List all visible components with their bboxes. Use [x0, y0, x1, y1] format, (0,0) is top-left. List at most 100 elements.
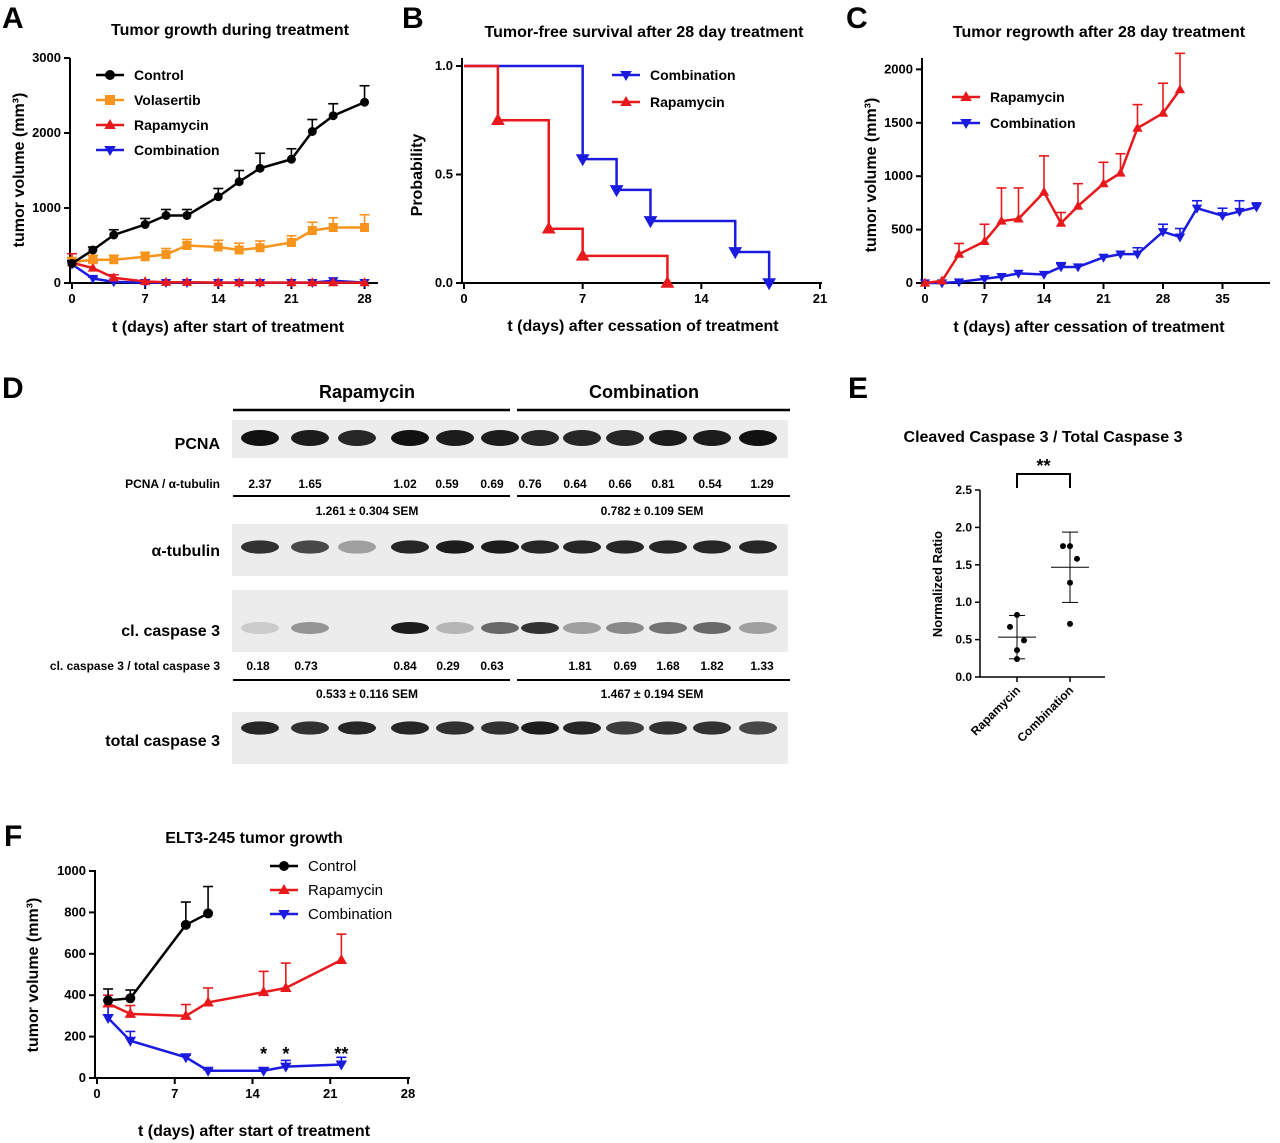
blot-band-total-caspase3 [693, 721, 731, 735]
blot-band-total-caspase3 [241, 721, 279, 735]
blot-band-cl-caspase3 [606, 622, 644, 634]
chart-c-ytick-label: 1000 [884, 168, 913, 183]
chart-e-point [1014, 611, 1020, 618]
casp-ratio-value: 0.73 [294, 659, 318, 673]
chart-f-ytick-label: 0 [79, 1070, 86, 1085]
blot-band-total-caspase3 [649, 721, 687, 735]
pcna-ratio-label: PCNA / α-tubulin [125, 477, 220, 491]
chart-b-legend-label: Rapamycin [650, 94, 725, 110]
chart-c-point-combination [1157, 228, 1169, 238]
blot-band-total-caspase3 [563, 721, 601, 735]
chart-a-point-rapamycin [307, 277, 318, 287]
chart-e-xtick-label: Rapamycin [968, 683, 1023, 738]
chart-c-line-combination [925, 205, 1257, 285]
panel-label-a: A [2, 2, 24, 35]
chart-b-point-rapamycin [575, 248, 590, 261]
chart-a-xtick-label: 14 [211, 291, 226, 306]
chart-c-xtick-label: 7 [981, 291, 988, 306]
casp-ratio-value: 0.29 [436, 659, 460, 673]
chart-c-point-rapamycin [1038, 186, 1050, 196]
chart-c-point-rapamycin [1132, 122, 1143, 132]
chart-c-point-combination [1013, 269, 1024, 279]
chart-a: 0 7 14 21 28 0 1000 2000 3000 Control Volasertib Ra… [32, 50, 378, 306]
panel-label-b: B [402, 2, 424, 35]
chart-a-legend-marker [105, 70, 115, 80]
blot-band-pcna [481, 430, 519, 446]
chart-f-ytick-label: 800 [64, 904, 86, 919]
chart-a-point-volasertib [213, 242, 223, 252]
chart-e-point [1007, 623, 1013, 630]
chart-c-xtick-label: 21 [1096, 291, 1110, 306]
chart-f-point-combination [257, 1066, 270, 1077]
chart-a-point-volasertib [88, 255, 98, 265]
blot-band-pcna [563, 430, 601, 446]
chart-f-point-control [180, 919, 191, 930]
chart-a-point-volasertib [307, 226, 317, 235]
chart-c-xtick-label: 35 [1215, 291, 1229, 306]
chart-a-point-volasertib [140, 252, 150, 262]
chart-f-point-combination [180, 1053, 192, 1064]
blot-strip-total-caspase3 [232, 712, 788, 764]
chart-c-point-rapamycin [1013, 213, 1024, 223]
casp-ratio-value: 1.33 [750, 659, 774, 673]
chart-e-ytick-label: 1.5 [955, 558, 972, 572]
chart-c-point-rapamycin [1072, 200, 1084, 210]
chart-a-point-control [88, 245, 98, 255]
blot-band-total-caspase3 [481, 721, 519, 735]
blot-band-tubulin [563, 540, 601, 554]
chart-c-ytick-label: 1500 [884, 115, 913, 130]
chart-b-legend-label: Combination [650, 67, 736, 83]
chart-f-point-combination [124, 1036, 137, 1047]
chart-a-point-volasertib [328, 223, 338, 232]
chart-b-line-rapamycin [464, 64, 669, 283]
blot-band-pcna [606, 430, 644, 446]
chart-b-ytick-label: 1.0 [435, 58, 453, 73]
chart-c-point-combination [1132, 250, 1143, 260]
chart-f-xlabel: t (days) after start of treatment [138, 1123, 371, 1140]
chart-f-ylabel: tumor volume (mm³) [25, 898, 42, 1053]
chart-a-point-volasertib [234, 245, 244, 255]
chart-f-title: ELT3-245 tumor growth [165, 830, 343, 847]
chart-f-line-rapamycin [107, 958, 342, 1018]
casp-ratio-value: 0.63 [480, 659, 504, 673]
blot-band-pcna [338, 430, 376, 446]
chart-a-ytick-label: 1000 [32, 200, 61, 215]
chart-f-legend-marker [278, 884, 290, 894]
chart-b-title: Tumor-free survival after 28 day treatme… [485, 24, 805, 41]
chart-e-point [1067, 579, 1073, 586]
blot-band-total-caspase3 [739, 721, 777, 735]
blot-band-total-caspase3 [606, 721, 644, 735]
blot-band-total-caspase3 [391, 721, 429, 735]
chart-c-point-rapamycin [1055, 217, 1067, 227]
chart-a-point-rapamycin [359, 277, 370, 287]
chart-c-point-combination [1098, 253, 1109, 263]
chart-a-point-rapamycin [213, 277, 224, 287]
chart-f-ytick-label: 400 [64, 987, 86, 1002]
chart-f-point-rapamycin [280, 981, 292, 992]
chart-a-point-combination [87, 274, 99, 284]
chart-b-point-combination [762, 278, 777, 291]
blot-band-cl-caspase3 [481, 622, 519, 634]
pcna-ratio-value: 1.65 [298, 477, 322, 491]
blot-band-tubulin [481, 540, 519, 554]
chart-c-ytick-label: 0 [906, 275, 913, 290]
chart-a-ytick-label: 2000 [32, 125, 61, 140]
chart-c-point-rapamycin [1098, 178, 1109, 188]
chart-c: 0 7 14 21 28 35 0 500 1000 1500 2000 Rapamycin Combi… [884, 52, 1270, 306]
chart-b: 0 7 14 21 0.0 0.5 1.0 Combination Rapamycin [435, 58, 827, 306]
chart-a-point-rapamycin [139, 276, 151, 286]
chart-c-point-combination [953, 278, 965, 288]
chart-c-title: Tumor regrowth after 28 day treatment [953, 24, 1246, 41]
chart-b-ytick-label: 0.0 [435, 275, 453, 290]
chart-f-point-combination [202, 1066, 214, 1077]
chart-b-xtick-label: 21 [813, 291, 827, 306]
chart-f-ytick-label: 200 [64, 1029, 86, 1044]
chart-f-point-rapamycin [257, 986, 270, 997]
pcna-ratio-value: 0.54 [698, 477, 722, 491]
chart-f-legend-label: Control [308, 858, 356, 875]
blot-band-pcna [693, 430, 731, 446]
chart-c-point-rapamycin [953, 248, 965, 258]
chart-f-point-control [203, 908, 214, 919]
chart-b-point-combination [575, 154, 590, 167]
blot-band-pcna [649, 430, 687, 446]
